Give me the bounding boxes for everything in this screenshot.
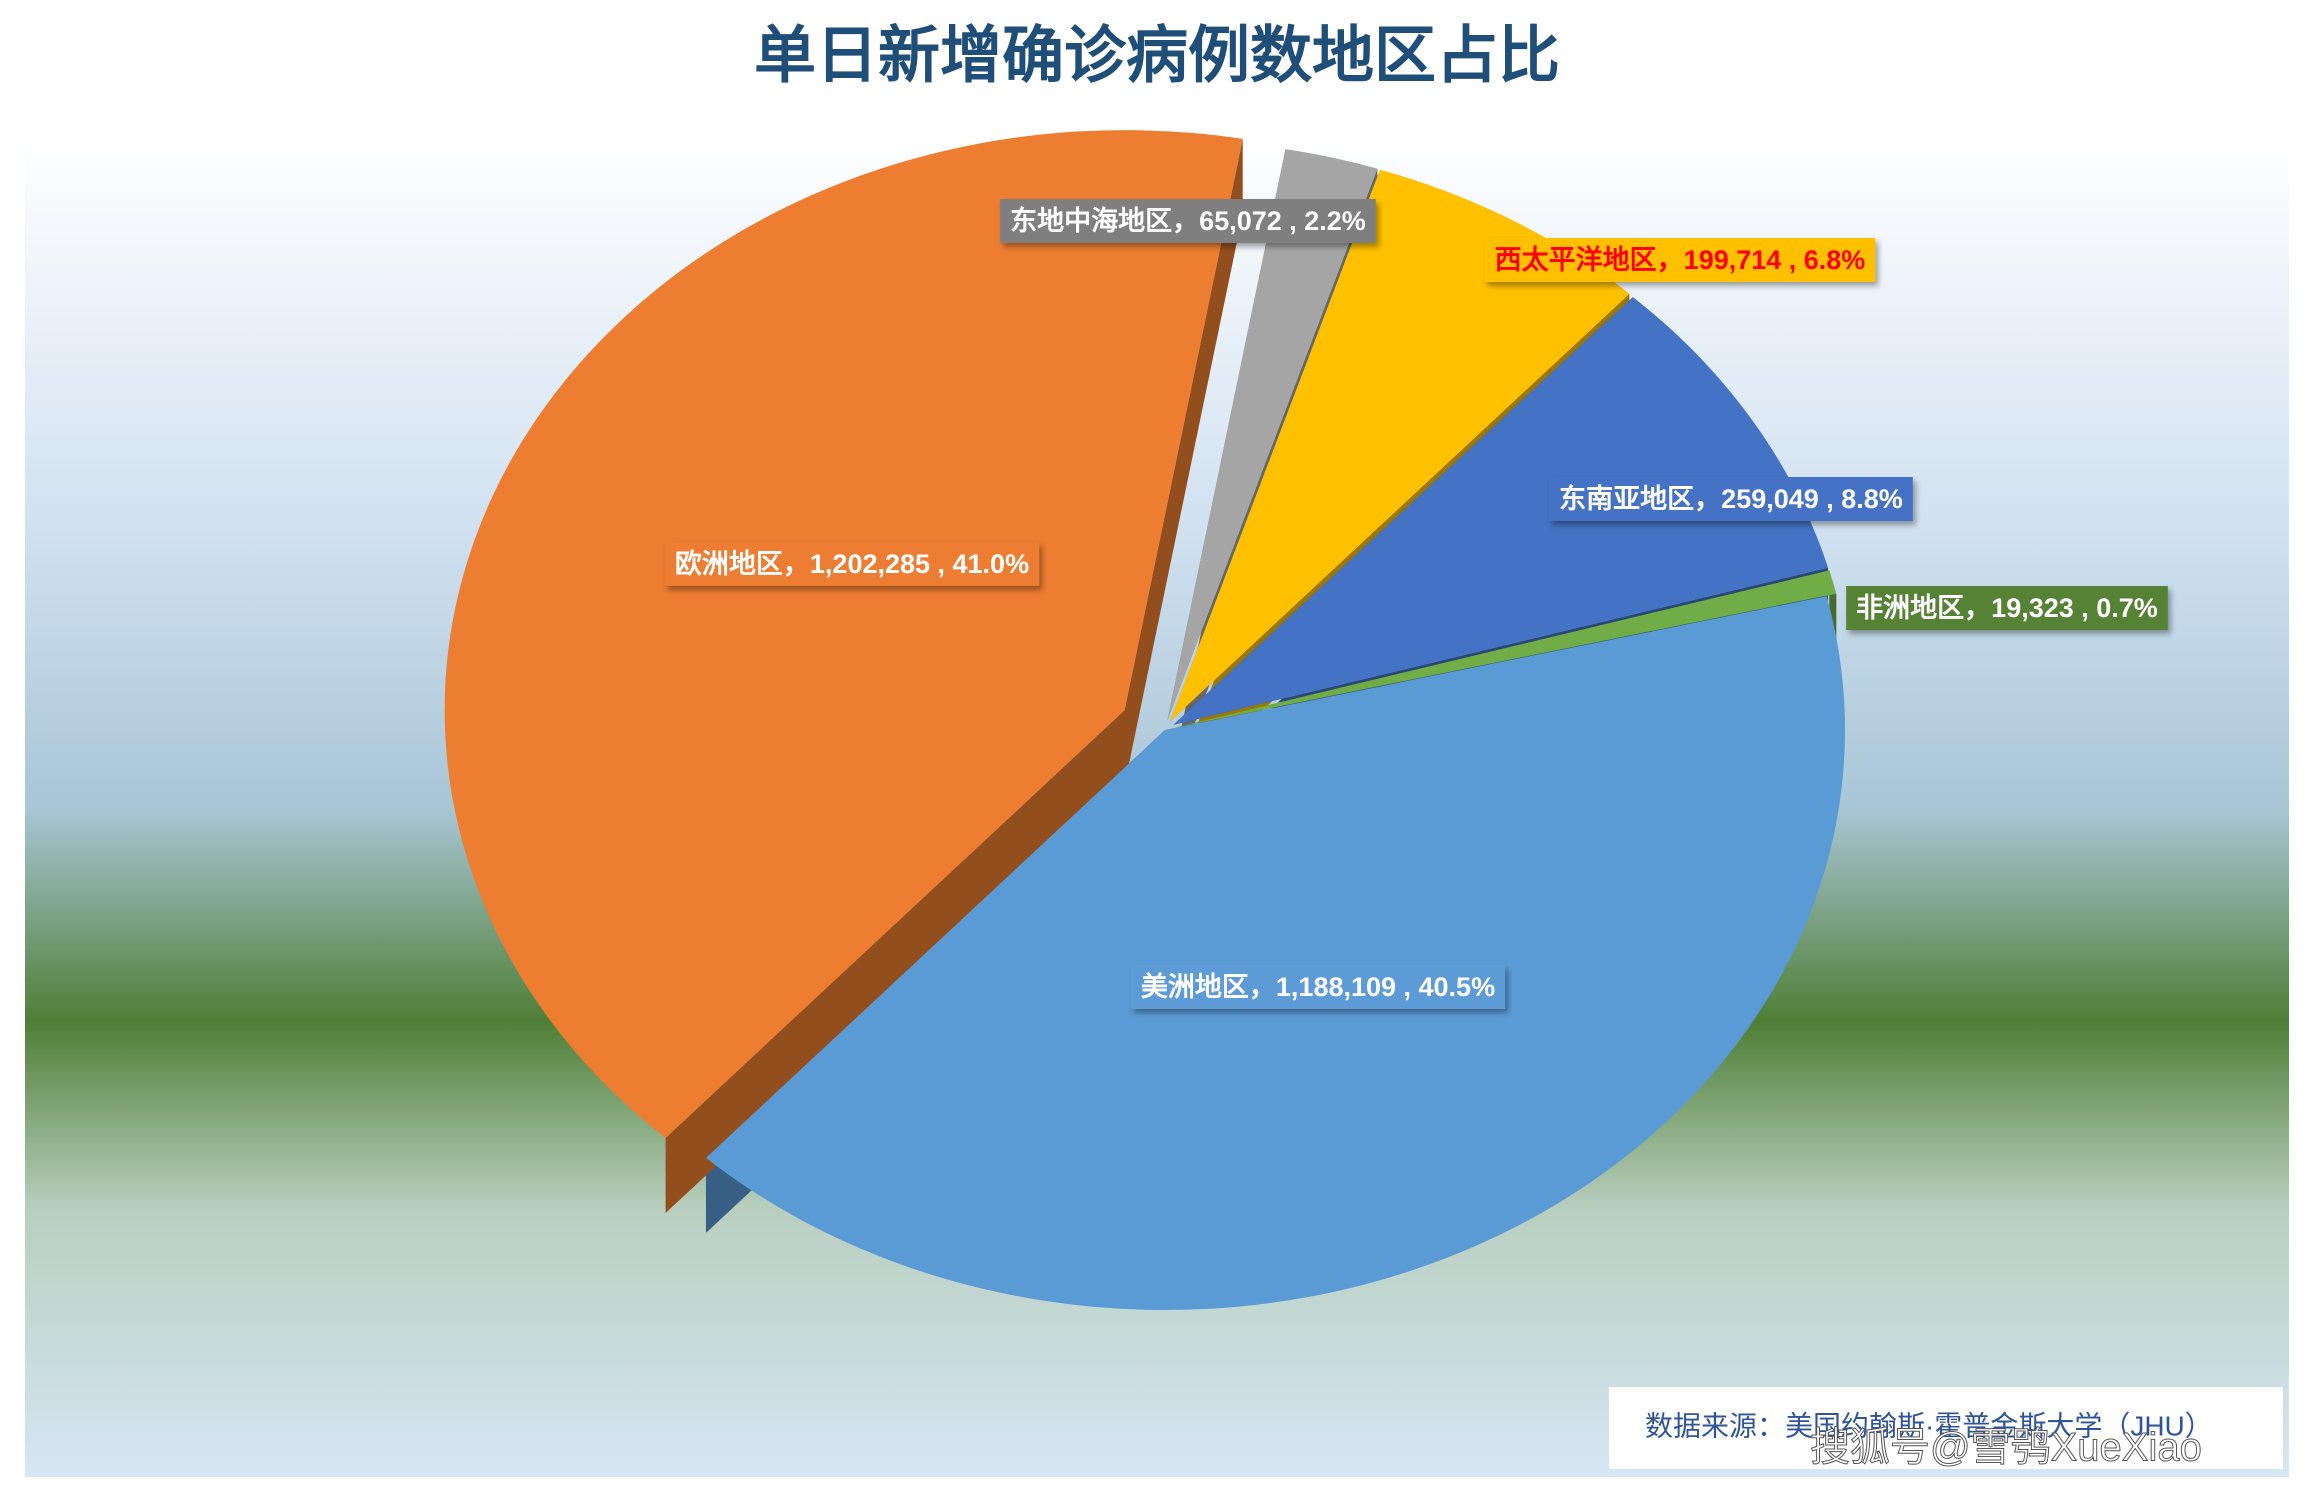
slice (1174, 570, 1837, 728)
slice (444, 130, 1243, 1139)
slice-side (444, 138, 1243, 1214)
chart-title: 单日新增确诊病例数地区占比 (754, 21, 1560, 90)
label-box (1484, 238, 1876, 282)
slice (1170, 169, 1630, 722)
label-box (1846, 586, 2168, 630)
data-label: 西太平洋地区，199,714 , 6.8% (1495, 244, 1866, 275)
data-label: 非洲地区，19,323 , 0.7% (1856, 593, 2158, 623)
slice (705, 596, 1846, 1310)
slice (1173, 297, 1829, 725)
pie (444, 130, 1846, 1386)
data-label: 东南亚地区，259,049 , 8.8% (1559, 483, 1903, 514)
data-label: 美洲地区，1,188,109 , 40.5% (1141, 971, 1495, 1002)
slice (1167, 149, 1378, 721)
source-note: 数据来源：美国约翰斯·霍普金斯大学（JHU） (1645, 1410, 2213, 1441)
label-box (1549, 477, 1913, 521)
data-label: 欧洲地区，1,202,285 , 41.0% (675, 549, 1029, 579)
label-box (1130, 965, 1506, 1009)
data-labels: 东地中海地区，65,072 , 2.2% 西太平洋地区，199,714 , 6.8… (664, 199, 2168, 1009)
data-label: 东地中海地区，65,072 , 2.2% (1010, 205, 1366, 236)
source-box (1609, 1387, 2283, 1469)
watermark: 搜狐号@雪鸮XueXiao (1810, 1426, 2202, 1470)
label-box (1000, 199, 1376, 243)
label-box (664, 542, 1040, 586)
